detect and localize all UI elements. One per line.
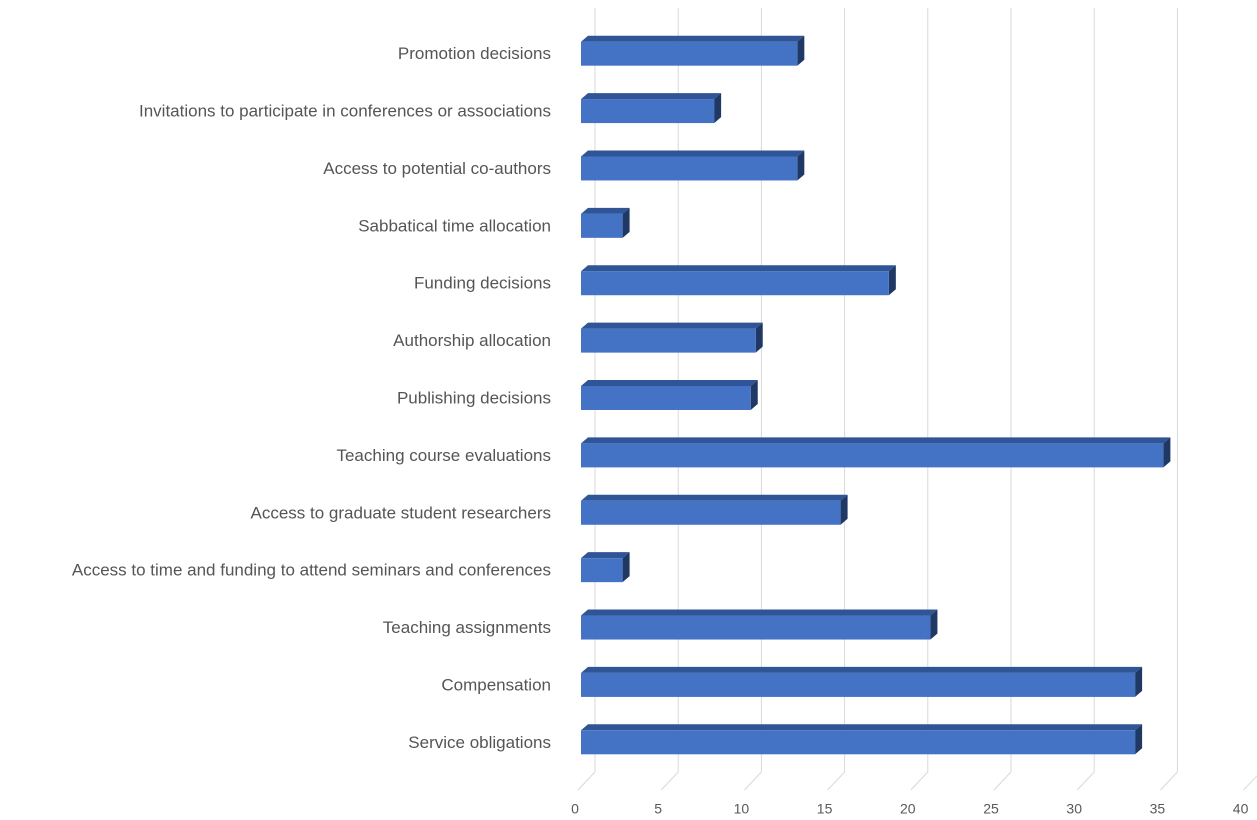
bar-top: [581, 207, 630, 214]
y-tick-label: Authorship allocation: [393, 331, 551, 350]
y-tick-label: Funding decisions: [414, 274, 551, 293]
y-tick-label: Service obligations: [408, 733, 551, 752]
bar: [581, 672, 1136, 697]
bar: [581, 41, 798, 66]
floor-line: [827, 771, 845, 791]
x-tick-label: 25: [983, 801, 999, 817]
floor-line: [1076, 771, 1095, 791]
x-tick-label: 30: [1066, 801, 1082, 817]
y-tick-label: Access to graduate student researchers: [251, 503, 552, 522]
bar: [581, 615, 931, 640]
bar: [581, 386, 751, 410]
y-tick-label: Compensation: [441, 675, 551, 694]
bar: [581, 558, 623, 583]
bar: [581, 500, 841, 525]
bar-top: [581, 35, 805, 42]
bar-side: [888, 265, 896, 296]
bar-top: [581, 322, 763, 329]
bar-top: [581, 380, 758, 386]
bar-top: [581, 609, 938, 616]
bar-side: [797, 35, 805, 66]
x-tick-label: 20: [900, 801, 916, 817]
floor-line: [577, 771, 596, 791]
floor-line: [660, 771, 679, 791]
bar-side: [1163, 437, 1171, 468]
bar-top: [581, 552, 630, 559]
bar-side: [622, 207, 630, 238]
bar-top: [581, 93, 722, 100]
x-tick-label: 5: [654, 801, 662, 817]
y-tick-label: Access to time and funding to attend sem…: [72, 561, 551, 580]
bar-side: [1135, 724, 1143, 755]
bar-top: [581, 494, 848, 501]
y-tick-label: Promotion decisions: [398, 44, 551, 63]
x-tick-label: 15: [817, 801, 833, 817]
bar: [581, 213, 623, 238]
y-tick-label: Teaching course evaluations: [336, 446, 551, 465]
floor-line: [744, 771, 762, 791]
x-tick-label: 35: [1150, 801, 1166, 817]
bar-top: [581, 437, 1171, 444]
x-tick-label: 10: [734, 801, 750, 817]
bar-top: [581, 265, 896, 272]
floor-line: [993, 771, 1012, 791]
bar: [581, 730, 1136, 755]
bar: [581, 271, 889, 296]
bar-top: [581, 666, 1143, 673]
bar-side: [714, 93, 722, 124]
bar-side: [930, 609, 938, 640]
x-tick-label: 0: [571, 801, 579, 817]
bar: [581, 328, 756, 353]
bar: [581, 156, 798, 181]
bar-side: [797, 150, 805, 181]
y-tick-label: Invitations to participate in conference…: [139, 102, 551, 121]
y-tick-label: Sabbatical time allocation: [358, 216, 551, 235]
y-tick-label: Publishing decisions: [397, 388, 551, 407]
bar-top: [581, 150, 805, 157]
bar-side: [755, 322, 763, 353]
bar-side: [622, 552, 630, 583]
bar: [581, 443, 1164, 468]
floor-line: [1243, 775, 1257, 791]
bar: [581, 99, 715, 124]
x-tick-label: 40: [1233, 801, 1249, 817]
floor-line: [1160, 771, 1178, 791]
floor-line: [910, 771, 929, 791]
y-tick-label: Teaching assignments: [383, 618, 551, 637]
bar-side: [840, 494, 848, 525]
bar-top: [581, 724, 1143, 731]
y-tick-label: Access to potential co-authors: [323, 159, 551, 178]
bar-side: [750, 380, 758, 410]
bar-side: [1135, 666, 1143, 697]
